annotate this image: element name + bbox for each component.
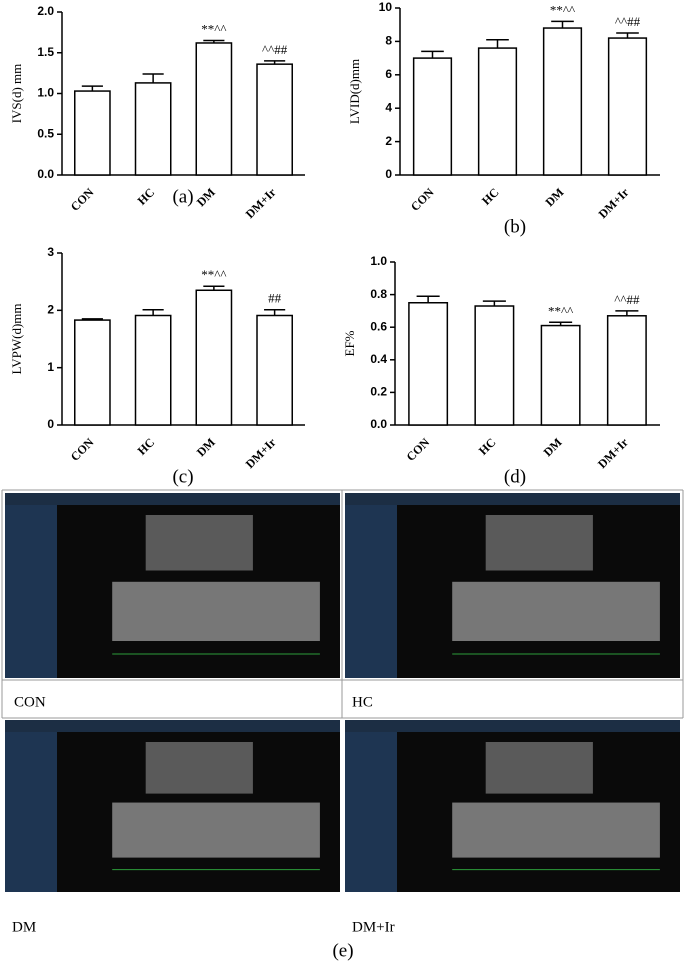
y-axis-label: IVS(d) mm bbox=[9, 64, 24, 124]
bar bbox=[606, 315, 647, 426]
y-tick-label: 2.0 bbox=[37, 4, 54, 18]
echo-panels bbox=[1, 489, 684, 719]
y-tick-label: 0 bbox=[47, 417, 54, 431]
y-tick-label: 0.4 bbox=[370, 352, 387, 366]
image-sidebar bbox=[5, 505, 57, 678]
bar bbox=[134, 82, 172, 176]
image-header bbox=[5, 720, 340, 732]
echo-image bbox=[345, 720, 680, 892]
y-tick-label: 2 bbox=[47, 303, 54, 317]
b-mode bbox=[145, 742, 253, 794]
x-tick-label: HC bbox=[135, 435, 158, 458]
x-tick-label: HC bbox=[135, 185, 158, 208]
y-tick-label: 0 bbox=[385, 167, 392, 181]
echo-image bbox=[5, 493, 340, 678]
panel-label: (c) bbox=[172, 466, 193, 487]
bar bbox=[477, 47, 518, 176]
y-tick-label: 4 bbox=[385, 100, 392, 114]
x-tick-label: CON bbox=[403, 435, 432, 464]
echo-image bbox=[345, 493, 680, 678]
y-tick-label: 0.8 bbox=[370, 287, 387, 301]
image-sidebar bbox=[345, 505, 397, 678]
panel-caption: DM bbox=[12, 919, 36, 935]
y-tick-label: 2 bbox=[385, 134, 392, 148]
y-tick-label: 8 bbox=[385, 34, 392, 48]
b-mode bbox=[485, 515, 593, 571]
bar bbox=[607, 37, 648, 176]
x-tick-label: CON bbox=[408, 185, 437, 214]
image-sidebar bbox=[345, 732, 397, 892]
panel-label: (d) bbox=[504, 466, 526, 487]
m-mode bbox=[112, 581, 320, 641]
m-mode bbox=[112, 802, 320, 858]
y-axis-label: EF% bbox=[342, 330, 357, 356]
x-tick-label: DM+Ir bbox=[243, 435, 279, 471]
panel-caption: HC bbox=[352, 694, 373, 710]
significance-label: **^^ bbox=[548, 303, 573, 318]
y-axis-label: LVID(d)mm bbox=[347, 59, 362, 124]
b-mode bbox=[485, 742, 593, 794]
x-tick-label: CON bbox=[68, 185, 97, 214]
figure-label: (e) bbox=[332, 940, 353, 961]
x-tick-label: DM bbox=[541, 435, 565, 459]
b-mode bbox=[145, 515, 253, 571]
y-tick-label: 1 bbox=[47, 360, 54, 374]
y-tick-label: 0.2 bbox=[370, 385, 387, 399]
panel-label: (a) bbox=[172, 186, 193, 207]
y-tick-label: 0.5 bbox=[37, 126, 54, 140]
x-tick-label: CON bbox=[68, 435, 97, 464]
y-tick-label: 1.5 bbox=[37, 45, 54, 59]
x-tick-label: DM+Ir bbox=[243, 185, 279, 221]
bar bbox=[195, 289, 233, 426]
echo-image bbox=[5, 720, 340, 892]
x-tick-label: HC bbox=[479, 185, 502, 208]
bar bbox=[256, 63, 293, 176]
y-tick-label: 0.0 bbox=[370, 417, 387, 431]
m-mode bbox=[452, 581, 660, 641]
y-tick-label: 10 bbox=[379, 0, 393, 14]
significance-label: ^^## bbox=[614, 292, 640, 307]
y-tick-label: 0.0 bbox=[37, 167, 54, 181]
x-tick-label: DM bbox=[543, 185, 567, 209]
bar bbox=[74, 90, 111, 176]
bar bbox=[412, 57, 453, 176]
y-axis-label: LVPW(d)mm bbox=[9, 303, 24, 374]
image-sidebar bbox=[5, 732, 57, 892]
x-tick-label: HC bbox=[476, 435, 499, 458]
bar bbox=[540, 324, 581, 426]
bar bbox=[195, 42, 233, 176]
m-mode bbox=[452, 802, 660, 858]
x-tick-label: DM bbox=[194, 435, 218, 459]
significance-label: ^^## bbox=[262, 42, 288, 57]
significance-label: ^^## bbox=[615, 14, 641, 29]
image-header bbox=[345, 493, 680, 505]
x-tick-label: DM+Ir bbox=[596, 185, 632, 221]
image-header bbox=[5, 493, 340, 505]
panel-caption: DM+Ir bbox=[352, 919, 395, 935]
x-tick-label: DM+Ir bbox=[595, 435, 631, 471]
significance-label: **^^ bbox=[201, 22, 226, 37]
bar bbox=[134, 314, 172, 426]
bar bbox=[474, 305, 515, 426]
image-header bbox=[345, 720, 680, 732]
significance-label: **^^ bbox=[201, 267, 226, 282]
significance-label: **^^ bbox=[550, 2, 575, 17]
y-tick-label: 6 bbox=[385, 67, 392, 81]
significance-label: ## bbox=[268, 291, 282, 306]
y-tick-label: 0.6 bbox=[370, 319, 387, 333]
bar bbox=[256, 314, 293, 426]
bar bbox=[408, 302, 449, 426]
bar bbox=[542, 27, 583, 176]
y-tick-label: 1.0 bbox=[37, 86, 54, 100]
panel-label: (b) bbox=[504, 216, 526, 237]
y-tick-label: 3 bbox=[47, 245, 54, 259]
x-tick-label: DM bbox=[194, 185, 218, 209]
y-tick-label: 1.0 bbox=[370, 254, 387, 268]
bar bbox=[74, 319, 111, 426]
panel-caption: CON bbox=[14, 694, 46, 710]
